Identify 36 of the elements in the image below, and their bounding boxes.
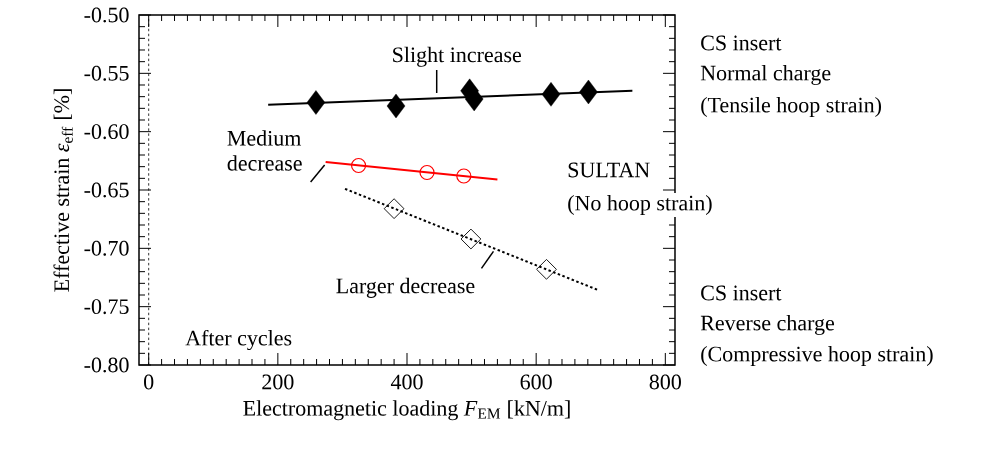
point: [383, 198, 405, 220]
x-tick-label: 0: [144, 374, 154, 390]
text: CS insert: [701, 285, 782, 301]
point: [419, 164, 435, 181]
y-tick-label: -0.75: [84, 299, 129, 315]
y-tick-label: -0.80: [84, 357, 129, 373]
x-tick-label: 600: [520, 374, 552, 390]
y-tick-label: -0.55: [84, 65, 129, 81]
x-tick-label: 400: [390, 374, 423, 390]
point: [536, 258, 557, 280]
y-axis-title: Effective strain ε$_{eff}$ [%]: [53, 89, 73, 292]
annotation: SULTAN: [568, 162, 650, 178]
text: (Tensile hoop strain): [701, 97, 882, 117]
annotation: Slight increase: [393, 46, 522, 67]
y-tick-label: -0.60: [84, 124, 129, 140]
point: [579, 79, 598, 105]
x-tick-label: 200: [262, 374, 294, 390]
point: [460, 228, 482, 250]
point: [386, 93, 406, 119]
y-tick-label: -0.70: [84, 240, 129, 256]
annotation: Medium decrease: [227, 130, 302, 171]
point: [541, 82, 561, 107]
annotation: (No hoop strain): [568, 195, 712, 215]
point: [456, 168, 472, 184]
x-axis-title: Electromagnetic loading F$_{EM}$ [kN/m]: [243, 400, 570, 421]
y-tick-label: -0.50: [84, 7, 129, 23]
text: Reverse charge: [700, 314, 835, 336]
annotation: Larger decrease: [336, 277, 475, 298]
text: Normal charge: [700, 64, 831, 85]
text: (Compressive hoop strain): [701, 346, 933, 366]
point: [350, 157, 367, 174]
annotation: After cycles: [185, 329, 292, 351]
y-tick-label: -0.65: [84, 182, 129, 198]
text: CS insert: [701, 35, 782, 51]
point: [306, 90, 326, 115]
x-tick-label: 800: [649, 374, 681, 390]
